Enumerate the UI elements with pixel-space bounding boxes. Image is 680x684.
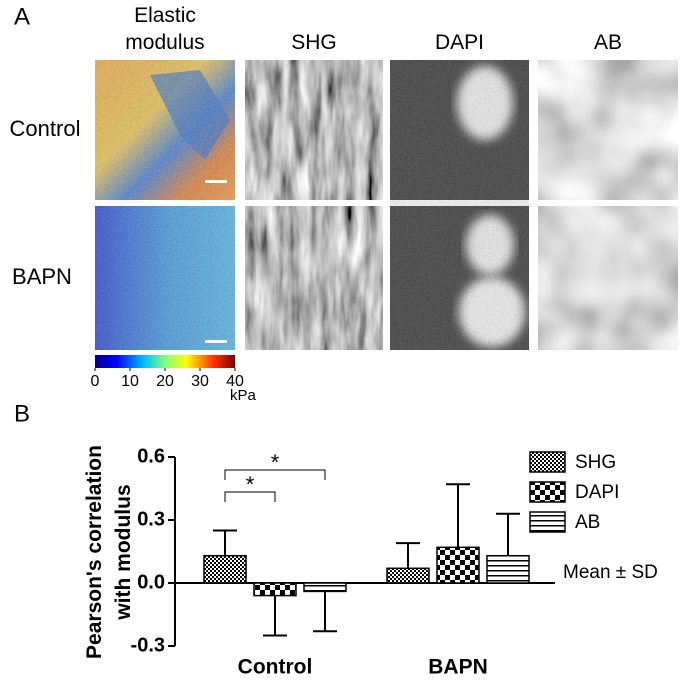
heatmap-texture <box>95 60 235 200</box>
colorbar <box>95 355 235 368</box>
significance-bracket <box>224 469 326 480</box>
bar <box>303 582 347 593</box>
y-axis-title: Pearson's correlation with modulus <box>83 445 135 659</box>
note: Mean ± SD <box>563 562 658 583</box>
legend-label: SHG <box>575 452 616 473</box>
row-label: BAPN <box>12 264 72 289</box>
shg-image <box>245 206 383 350</box>
bar <box>386 567 430 584</box>
legend-swatch <box>529 511 566 533</box>
significance-bracket <box>224 491 276 502</box>
y-tick-label: 0.6 <box>137 445 165 467</box>
scale-bar <box>205 340 227 343</box>
heatmap-texture <box>95 206 235 350</box>
legend-label: AB <box>575 512 600 533</box>
column-header: Elastic modulus <box>125 4 205 54</box>
column-header: SHG <box>291 31 337 54</box>
bar <box>436 546 480 584</box>
colorbar-tick-label: 10 <box>121 373 139 390</box>
dapi-noise <box>390 60 529 350</box>
panel-label: A <box>14 3 30 30</box>
colorbar-tick-label: 40 <box>226 373 244 390</box>
colorbar-tick-label: 20 <box>156 373 174 390</box>
colorbar-tick-label: 30 <box>191 373 209 390</box>
column-header: AB <box>593 31 622 54</box>
image-grid <box>95 60 678 350</box>
bar <box>486 554 530 584</box>
row-label: Control <box>10 116 81 141</box>
legend-swatch <box>529 451 566 473</box>
legend-label: DAPI <box>575 482 619 503</box>
shg-image <box>245 60 383 200</box>
y-tick-label: 0.0 <box>137 571 165 593</box>
significance-label: * <box>246 472 255 497</box>
bar <box>203 554 247 584</box>
panel-label: B <box>14 400 30 427</box>
legend-swatch <box>529 481 566 503</box>
bar <box>253 582 297 597</box>
column-header: DAPI <box>434 31 484 54</box>
colorbar-unit: kPa <box>230 387 257 404</box>
ab-bright <box>588 225 632 325</box>
y-tick-label: 0.3 <box>137 508 165 530</box>
x-tick-label: Control <box>238 656 313 679</box>
significance-label: * <box>271 450 280 475</box>
ab-image <box>538 60 678 200</box>
scale-bar <box>205 180 227 183</box>
y-tick-label: -0.3 <box>131 634 165 656</box>
x-tick-label: BAPN <box>428 656 488 679</box>
colorbar-tick-label: 0 <box>91 373 100 390</box>
